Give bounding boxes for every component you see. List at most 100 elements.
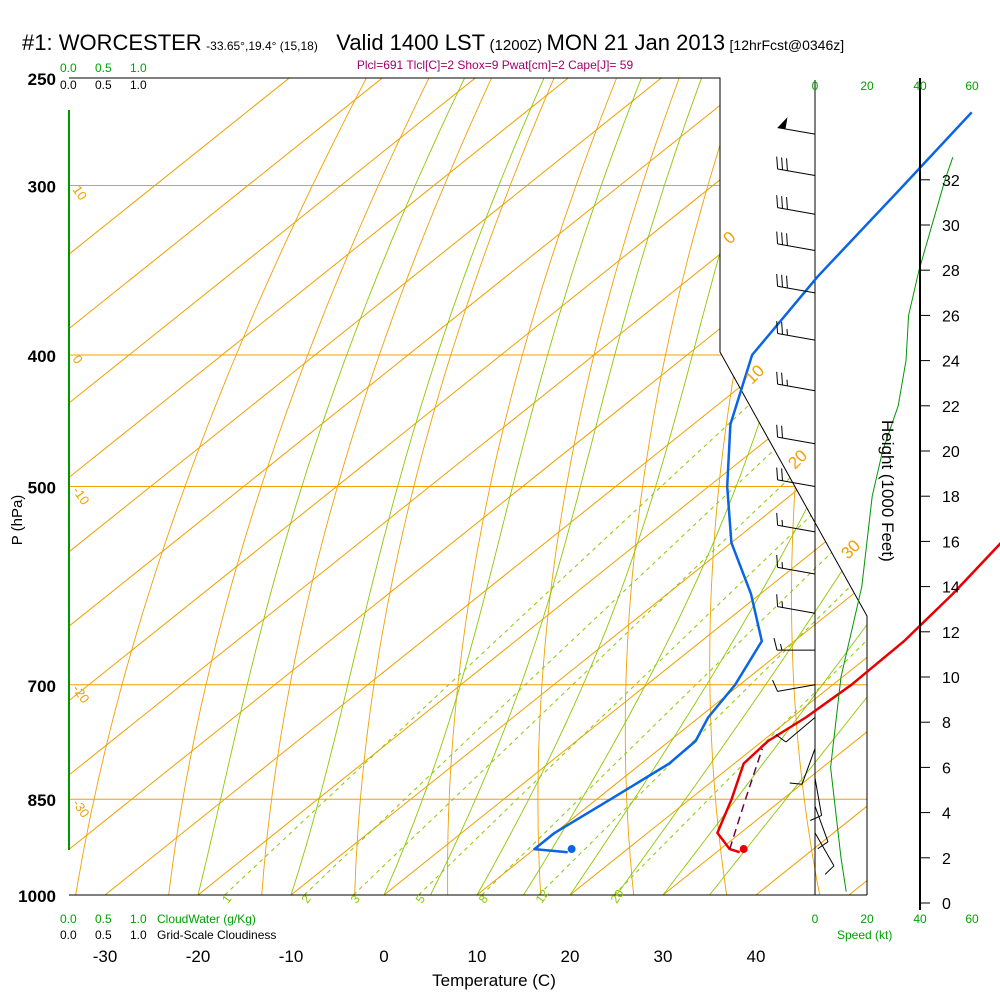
barb-feather — [776, 273, 779, 287]
isotherm-label: 10 — [70, 183, 91, 203]
temperature-axis-label: Temperature (C) — [432, 971, 556, 990]
isotherm-label: -10 — [70, 484, 93, 508]
speed-tick-top: 60 — [965, 79, 979, 93]
barb-feather — [775, 734, 787, 743]
height-tick-label: 30 — [942, 218, 960, 235]
temperature-tick-label: -10 — [279, 947, 304, 966]
barb-staff — [777, 168, 816, 177]
dry-adiabat — [948, 78, 1000, 895]
wind-barb — [772, 679, 816, 692]
pressure-tick-label: 300 — [28, 177, 56, 196]
barb-staff — [777, 243, 816, 251]
wind-barb — [810, 777, 823, 821]
mixing-ratio-label: 3 — [348, 892, 363, 906]
barb-staff — [814, 777, 823, 816]
moist-adiabat — [430, 78, 703, 895]
cloudwater-tick-top: 0.5 — [95, 61, 112, 75]
isotherm--80 — [69, 78, 662, 895]
barb-staff — [777, 684, 816, 692]
mixing-ratio-label: 8 — [476, 892, 491, 906]
valid-date: MON 21 Jan 2013 — [546, 30, 726, 55]
surface-dewpoint-dot — [567, 845, 576, 854]
wind-barb — [814, 805, 829, 850]
cloudiness-tick-bottom: 0.5 — [95, 928, 112, 942]
speed-tick-top: 20 — [860, 79, 874, 93]
moist-adiabat — [616, 78, 867, 895]
barb-feather — [772, 679, 779, 692]
speed-tick-top: 0 — [812, 79, 819, 93]
barb-feather — [781, 274, 784, 288]
barb-staff — [801, 748, 816, 785]
isotherm--120 — [69, 78, 290, 895]
pressure-tick-label: 250 — [28, 70, 56, 89]
mixing-ratio-line — [353, 354, 867, 895]
parcel-curve — [728, 748, 764, 850]
isotherm-50 — [848, 78, 867, 895]
isotherm-label: 30 — [837, 536, 864, 563]
barb-staff — [785, 717, 816, 743]
cloudwater-tick-bottom: 1.0 — [130, 912, 147, 926]
moist-adiabat — [569, 78, 867, 895]
pressure-tick-label: 1000 — [18, 887, 56, 906]
barb-feather — [776, 512, 779, 526]
pressure-tick-label: 500 — [28, 479, 56, 498]
dry-adiabat — [261, 78, 492, 895]
pressure-tick-label: 400 — [28, 347, 56, 366]
mixing-ratio-label: 12 — [533, 887, 552, 906]
mixing-ratio-label: 2 — [299, 892, 314, 906]
height-tick-label: 28 — [942, 263, 960, 280]
cloudwater-tick-bottom: 0.5 — [95, 912, 112, 926]
sounding-curves — [533, 111, 1000, 854]
isotherm-30 — [662, 78, 867, 895]
speed-label: Speed (kt) — [837, 928, 892, 942]
utc-time: (1200Z) — [489, 37, 543, 54]
barb-feather — [786, 158, 788, 171]
barb-feather — [776, 554, 779, 568]
barb-feather — [786, 233, 788, 246]
isotherm-label: 0 — [719, 228, 739, 248]
height-tick-label: 0 — [942, 896, 951, 913]
barb-staff — [777, 383, 816, 392]
height-tick-label: 20 — [942, 444, 960, 461]
mixing-ratio-label: 5 — [413, 892, 428, 906]
cloudiness-tick-bottom: 0.0 — [60, 928, 77, 942]
temperature-tick-label: 0 — [379, 947, 388, 966]
cloudwater-tick-bottom: 0.0 — [60, 912, 77, 926]
dry-adiabat — [791, 78, 867, 895]
isotherm--30 — [104, 78, 867, 895]
temperature-tick-label: 40 — [747, 947, 766, 966]
height-tick-label: 8 — [942, 715, 951, 732]
wind-barb — [776, 424, 816, 445]
cloudwater-tick-top: 0.0 — [60, 61, 77, 75]
barb-staff — [777, 606, 816, 614]
stability-indices: Plcl=691 Tlcl[C]=2 Shox=9 Pwat[cm]=2 Cap… — [356, 58, 634, 72]
pressure-axis-label: P (hPa) — [9, 495, 26, 546]
isotherm--60 — [69, 78, 848, 895]
barb-feather — [773, 637, 778, 651]
barb-staff — [777, 332, 816, 341]
wind-barb — [776, 554, 816, 575]
isotherm--70 — [69, 78, 755, 895]
wind-barb — [776, 467, 816, 487]
wind-barb — [776, 156, 816, 177]
isotherm-label: 20 — [784, 446, 811, 473]
mixing-ratio-line — [303, 354, 867, 895]
mixing-ratio-label: 20 — [608, 887, 627, 906]
speed-tick-bottom: 20 — [860, 912, 874, 926]
barb-feather — [786, 196, 788, 210]
barb-staff — [777, 285, 816, 294]
isotherm-label: 10 — [741, 361, 768, 388]
barb-staff — [777, 436, 816, 445]
height-tick-label: 16 — [942, 534, 960, 551]
isotherm-0 — [383, 78, 867, 895]
barb-feather — [781, 425, 784, 439]
barb-flag — [777, 117, 788, 129]
isotherm--110 — [69, 78, 383, 895]
speed-curve — [830, 157, 954, 892]
isotherm--20 — [197, 78, 867, 895]
dry-adiabat — [447, 78, 618, 895]
plot-frame-top-right — [69, 77, 868, 895]
station-coords: -33.65°,19.4° (15,18) — [206, 39, 318, 53]
height-tick-label: 14 — [942, 580, 960, 597]
dry-adiabat — [354, 78, 555, 895]
